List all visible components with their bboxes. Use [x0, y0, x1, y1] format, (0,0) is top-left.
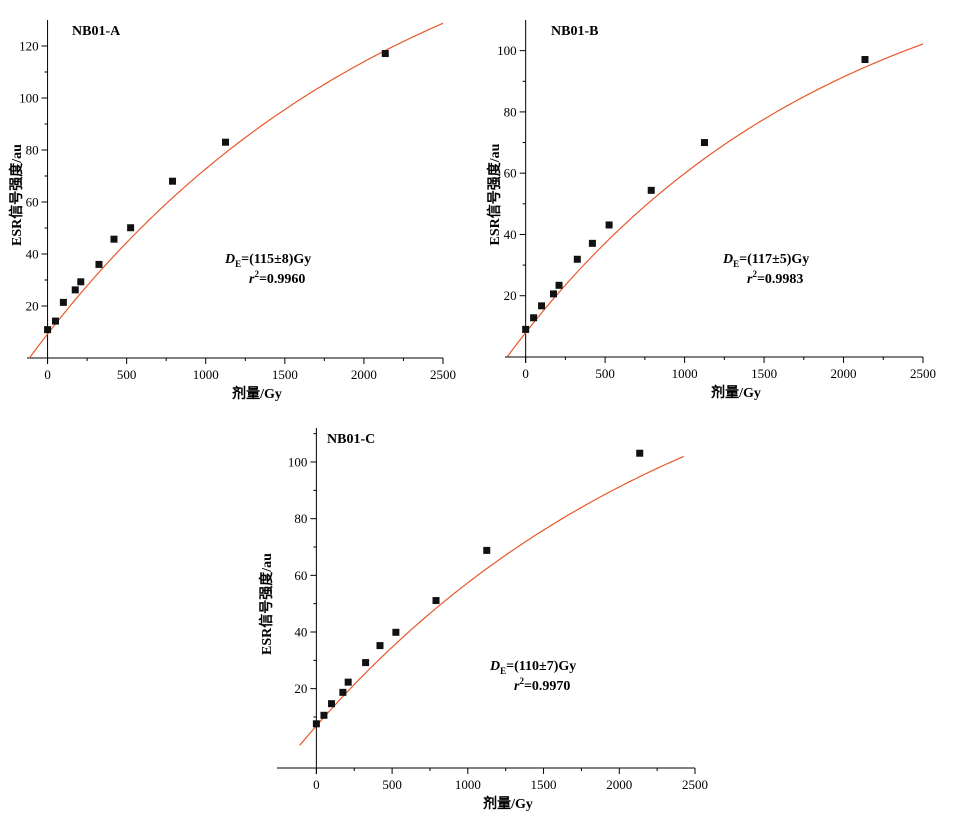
- de-annotation: DE=(110±7)Gy: [489, 659, 576, 676]
- data-point: [344, 678, 352, 686]
- r2-annotation: r2=0.9983: [747, 269, 803, 287]
- y-tick-label: 20: [26, 299, 39, 314]
- data-point: [44, 326, 52, 334]
- data-point: [169, 177, 177, 185]
- x-tick-label: 0: [313, 777, 320, 792]
- data-point: [700, 139, 708, 147]
- x-tick-label: 1500: [272, 367, 298, 382]
- data-point: [392, 628, 400, 636]
- data-point: [59, 298, 67, 306]
- data-point: [588, 239, 596, 247]
- data-point: [77, 278, 85, 286]
- r2-annotation: r2=0.9960: [249, 269, 305, 287]
- panel-label: NB01-C: [327, 432, 375, 447]
- data-point: [647, 186, 655, 194]
- data-point: [636, 449, 644, 457]
- x-tick-label: 1500: [531, 777, 557, 792]
- x-tick-label: 2500: [430, 367, 456, 382]
- panel-nb01-c: 0 500 1000 1500 2000 2500 20 40 60 80 100 NB01-C 剂量/…: [258, 428, 708, 812]
- data-point: [376, 642, 384, 650]
- y-tick-label: 20: [504, 288, 517, 303]
- panel-nb01-b: 0 500 1000 1500 2000 2500 20 40 60 80 100 NB01-B 剂量/…: [486, 20, 936, 401]
- y-tick-label: 80: [26, 143, 39, 158]
- x-tick-label: 1000: [672, 366, 698, 381]
- x-axis-title: 剂量/Gy: [711, 384, 761, 401]
- x-tick-label: 0: [522, 366, 529, 381]
- data-point: [573, 255, 581, 263]
- data-point: [861, 56, 869, 64]
- data-point: [530, 314, 538, 322]
- y-tick-label: 40: [26, 247, 39, 262]
- x-tick-label: 2500: [910, 366, 936, 381]
- data-point: [328, 700, 336, 708]
- x-tick-label: 2000: [351, 367, 377, 382]
- y-tick-label: 100: [19, 91, 39, 106]
- fit-curve: [506, 43, 924, 357]
- x-tick-label: 500: [117, 367, 137, 382]
- data-point: [432, 597, 440, 605]
- data-point: [71, 286, 79, 294]
- data-point: [549, 290, 557, 298]
- y-tick-label: 60: [504, 166, 517, 181]
- data-point: [483, 546, 491, 554]
- data-point: [605, 221, 613, 229]
- x-tick-label: 2000: [831, 366, 857, 381]
- y-axis-title: ESR信号强度/au: [258, 553, 275, 655]
- data-point: [362, 659, 370, 667]
- x-tick-label: 2000: [606, 777, 632, 792]
- data-point: [522, 325, 530, 333]
- data-point: [555, 281, 563, 289]
- y-tick-label: 60: [294, 568, 307, 583]
- y-axis-title: ESR信号强度/au: [8, 144, 25, 246]
- y-tick-label: 80: [504, 104, 517, 119]
- x-axis-title: 剂量/Gy: [483, 795, 533, 812]
- x-tick-label: 500: [595, 366, 615, 381]
- r2-annotation: r2=0.9970: [514, 676, 570, 694]
- y-tick-label: 100: [497, 43, 517, 58]
- x-tick-label: 1000: [455, 777, 481, 792]
- de-annotation: DE=(117±5)Gy: [722, 252, 809, 269]
- panel-label: NB01-B: [551, 24, 598, 39]
- data-point: [538, 302, 546, 310]
- y-tick-label: 40: [504, 227, 517, 242]
- y-tick-label: 120: [19, 39, 39, 54]
- data-point: [95, 260, 103, 268]
- y-tick-label: 20: [294, 681, 307, 696]
- panel-label: NB01-A: [72, 24, 121, 39]
- fit-curve: [28, 22, 444, 359]
- data-point: [320, 711, 328, 719]
- y-axis-title: ESR信号强度/au: [486, 143, 503, 245]
- x-tick-label: 2500: [682, 777, 708, 792]
- data-point: [222, 138, 230, 146]
- de-annotation: DE=(115±8)Gy: [224, 252, 311, 269]
- data-point: [339, 688, 347, 696]
- data-point: [312, 720, 320, 728]
- x-axis-title: 剂量/Gy: [232, 385, 282, 402]
- fit-curve: [299, 455, 684, 746]
- x-tick-label: 1500: [751, 366, 777, 381]
- y-tick-label: 40: [294, 625, 307, 640]
- data-point: [110, 235, 118, 243]
- y-tick-label: 60: [26, 195, 39, 210]
- data-point: [127, 224, 135, 232]
- x-tick-label: 0: [44, 367, 51, 382]
- x-tick-label: 500: [382, 777, 402, 792]
- data-point: [381, 50, 389, 58]
- data-point: [51, 317, 59, 325]
- x-tick-label: 1000: [193, 367, 219, 382]
- y-tick-label: 100: [288, 455, 308, 470]
- panel-nb01-a: 0 500 1000 1500 2000 2500 20 40 60 80 100 120 NB01-A…: [8, 20, 456, 402]
- y-tick-label: 80: [294, 511, 307, 526]
